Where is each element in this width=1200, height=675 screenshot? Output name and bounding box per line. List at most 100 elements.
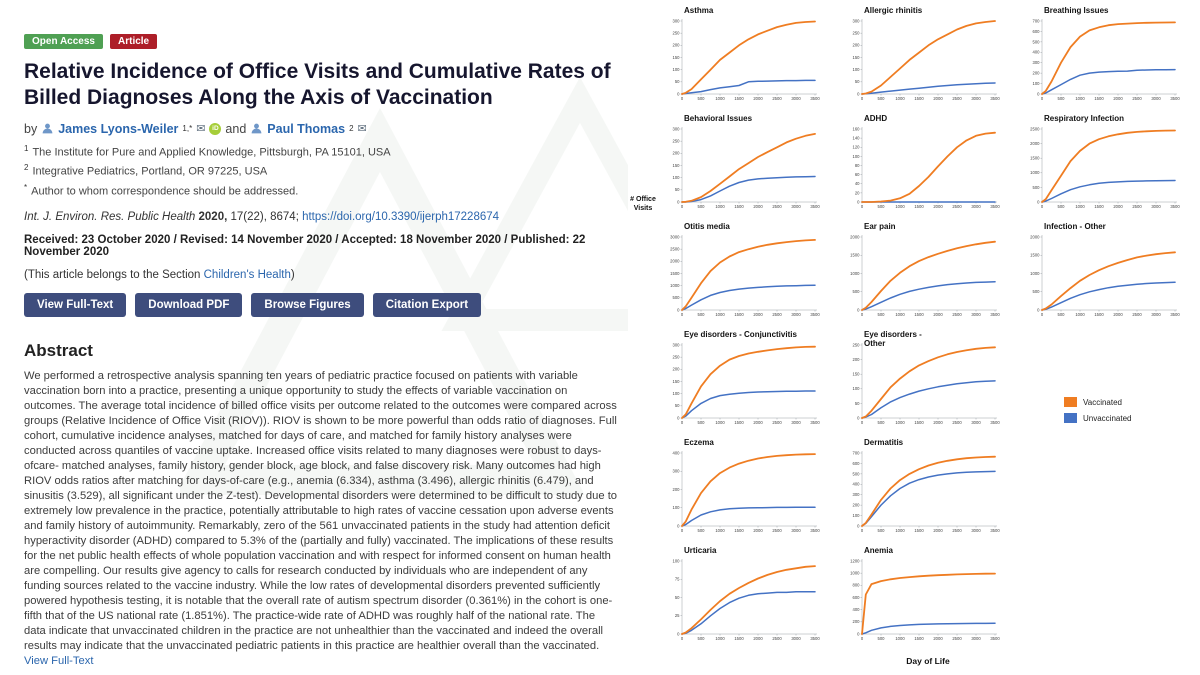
svg-text:1000: 1000: [1075, 312, 1085, 317]
svg-text:400: 400: [673, 450, 681, 455]
svg-text:0: 0: [857, 415, 860, 420]
svg-text:500: 500: [878, 636, 886, 641]
svg-text:100: 100: [673, 505, 681, 510]
svg-text:300: 300: [853, 18, 861, 23]
svg-text:3000: 3000: [791, 636, 801, 641]
svg-text:2500: 2500: [1132, 312, 1142, 317]
svg-text:500: 500: [878, 528, 886, 533]
svg-text:20: 20: [855, 190, 860, 195]
svg-text:1500: 1500: [734, 312, 744, 317]
svg-text:600: 600: [853, 595, 861, 600]
affiliation-text: The Institute for Pure and Applied Knowl…: [32, 146, 391, 159]
citation-volume: 17(22), 8674;: [230, 210, 303, 223]
download-pdf-button[interactable]: Download PDF: [135, 292, 243, 317]
svg-text:400: 400: [853, 482, 861, 487]
svg-text:3000: 3000: [791, 312, 801, 317]
svg-text:2000: 2000: [753, 204, 763, 209]
svg-text:500: 500: [698, 636, 706, 641]
affiliation-text: Integrative Pediatrics, Portland, OR 972…: [32, 165, 268, 178]
svg-text:2000: 2000: [1030, 234, 1040, 239]
view-full-text-link[interactable]: View Full-Text: [24, 654, 94, 667]
browse-figures-button[interactable]: Browse Figures: [251, 292, 364, 317]
chart-title: ADHD: [864, 114, 888, 123]
empty-cell: [1018, 437, 1198, 545]
section-link-childrens-health[interactable]: Children's Health: [203, 268, 291, 281]
svg-text:0: 0: [861, 312, 864, 317]
svg-text:0: 0: [681, 96, 684, 101]
view-full-text-button[interactable]: View Full-Text: [24, 292, 127, 317]
author-link-james-lyons-weiler[interactable]: James Lyons-Weiler: [58, 121, 179, 136]
action-buttons: View Full-Text Download PDF Browse Figur…: [24, 292, 618, 317]
svg-text:3500: 3500: [990, 204, 1000, 209]
open-access-badge[interactable]: Open Access: [24, 34, 103, 49]
svg-text:2000: 2000: [753, 312, 763, 317]
chart-legend: Vaccinated Unvaccinated: [1018, 329, 1198, 437]
svg-text:800: 800: [853, 583, 861, 588]
email-icon-author2[interactable]: ✉: [357, 123, 367, 135]
chart-title: Ear pain: [864, 222, 896, 231]
chart-title: Asthma: [684, 6, 714, 15]
chart-plot-breathing-issues: 0 100 200 300 400 500 600 700 0 500 1000 1500 2000 25…: [1033, 18, 1181, 100]
svg-text:500: 500: [673, 295, 681, 300]
svg-text:2000: 2000: [933, 636, 943, 641]
svg-text:3000: 3000: [971, 204, 981, 209]
orcid-icon-author1[interactable]: iD: [209, 122, 222, 135]
svg-text:1000: 1000: [895, 636, 905, 641]
svg-text:0: 0: [1041, 312, 1044, 317]
section-note-prefix: (This article belongs to the Section: [24, 268, 204, 281]
svg-text:1000: 1000: [850, 571, 860, 576]
svg-text:0: 0: [677, 307, 680, 312]
chart-plot-anemia: 0 200 400 600 800 1000 1200 0 500 1000 1500 2000 250…: [850, 558, 1000, 641]
svg-text:3000: 3000: [670, 234, 680, 239]
svg-text:0: 0: [857, 631, 860, 636]
svg-text:2500: 2500: [1030, 126, 1040, 131]
svg-text:300: 300: [673, 126, 681, 131]
svg-text:1500: 1500: [914, 204, 924, 209]
svg-text:120: 120: [853, 145, 861, 150]
svg-text:1500: 1500: [850, 253, 860, 258]
abstract-heading: Abstract: [24, 340, 93, 360]
svg-text:2000: 2000: [1113, 312, 1123, 317]
chart-grid: Asthma 0 50 100 150 200 250 300 0 500 1000 1500 2000…: [658, 5, 1198, 653]
svg-text:1000: 1000: [895, 312, 905, 317]
doi-link[interactable]: https://doi.org/10.3390/ijerph17228674: [302, 210, 500, 223]
svg-text:3000: 3000: [791, 96, 801, 101]
svg-text:1000: 1000: [895, 96, 905, 101]
svg-text:1500: 1500: [734, 636, 744, 641]
svg-text:500: 500: [878, 312, 886, 317]
svg-text:50: 50: [675, 403, 680, 408]
and-label: and: [225, 121, 247, 136]
svg-text:500: 500: [698, 96, 706, 101]
svg-text:1500: 1500: [734, 528, 744, 533]
svg-text:700: 700: [853, 450, 861, 455]
svg-text:3500: 3500: [990, 528, 1000, 533]
author-link-paul-thomas[interactable]: Paul Thomas: [267, 121, 346, 136]
chart-title: Eye disorders - Other: [864, 330, 922, 349]
svg-text:100: 100: [673, 391, 681, 396]
svg-text:2000: 2000: [933, 312, 943, 317]
svg-text:3000: 3000: [971, 528, 981, 533]
citation-export-button[interactable]: Citation Export: [372, 292, 482, 317]
svg-text:400: 400: [853, 607, 861, 612]
svg-text:300: 300: [1033, 60, 1041, 65]
by-label: by: [24, 121, 38, 136]
svg-text:500: 500: [698, 420, 706, 425]
svg-text:2500: 2500: [772, 204, 782, 209]
affiliation-text: Author to whom correspondence should be …: [31, 185, 299, 198]
svg-text:50: 50: [855, 401, 860, 406]
svg-text:3500: 3500: [810, 420, 820, 425]
svg-text:2500: 2500: [952, 312, 962, 317]
svg-text:500: 500: [698, 204, 706, 209]
legend-label: Vaccinated: [1083, 397, 1122, 407]
svg-text:2000: 2000: [1030, 141, 1040, 146]
svg-text:100: 100: [853, 513, 861, 518]
svg-text:3000: 3000: [971, 96, 981, 101]
svg-text:2500: 2500: [772, 528, 782, 533]
svg-text:1000: 1000: [670, 283, 680, 288]
svg-text:500: 500: [878, 204, 886, 209]
affiliations: 1 The Institute for Pure and Applied Know…: [24, 143, 618, 200]
email-icon-author1[interactable]: ✉: [196, 123, 206, 135]
chart-breathing-issues: Breathing Issues 0 100 200 300 400 500 600 700 0 5…: [1018, 5, 1198, 113]
svg-text:50: 50: [675, 79, 680, 84]
svg-text:2000: 2000: [933, 528, 943, 533]
